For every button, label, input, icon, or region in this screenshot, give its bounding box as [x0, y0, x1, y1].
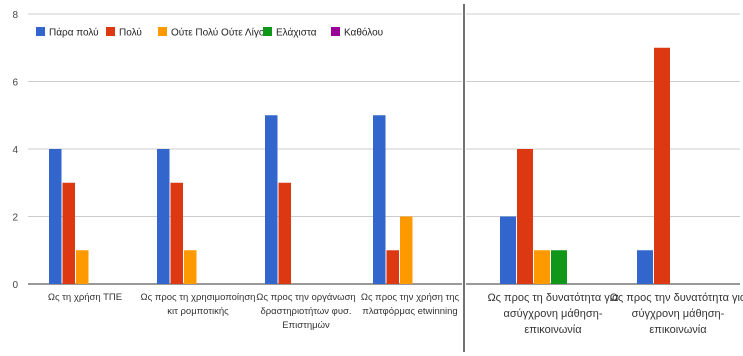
- y-tick-label: 2: [12, 213, 18, 224]
- legend-label: Πολύ: [119, 27, 142, 39]
- x-category-label: Ως προς την οργάνωση: [256, 292, 355, 303]
- y-tick-label: 8: [12, 10, 18, 21]
- legend-swatch: [36, 27, 45, 36]
- x-category-label: πλατφόρμας etwinning: [362, 306, 457, 317]
- x-category-label: Ως προς τη δυνατότητα για: [487, 292, 619, 304]
- bar: [551, 250, 567, 284]
- legend-label: Πάρα πολύ: [49, 27, 99, 39]
- legend-swatch: [158, 27, 167, 36]
- bar: [373, 115, 386, 284]
- bar: [637, 250, 653, 284]
- y-tick-label: 4: [12, 145, 18, 156]
- legend-label: Ελάχιστα: [276, 27, 317, 39]
- bar: [517, 149, 533, 284]
- x-category-label: ασύγχρονη μάθηση-: [504, 308, 603, 320]
- legend-label: Ούτε Πολύ Ούτε Λίγο: [171, 27, 265, 39]
- x-category-label: Ως προς την χρήση της: [361, 292, 460, 303]
- x-category-label: επικοινωνία: [649, 324, 707, 336]
- legend-swatch: [106, 27, 115, 36]
- bar: [386, 250, 399, 284]
- bar: [265, 115, 278, 284]
- bar: [157, 149, 170, 284]
- x-category-label: σύγχρονη μάθηση-: [632, 308, 725, 320]
- bar: [170, 182, 183, 284]
- bar: [49, 149, 62, 284]
- y-tick-label: 0: [12, 280, 18, 291]
- x-category-label: κιτ ρομποτικής: [167, 306, 229, 317]
- x-category-label: Ως προς την δυνατότητα για: [610, 292, 743, 304]
- bar: [62, 182, 75, 284]
- bar: [400, 216, 413, 284]
- bar: [76, 250, 89, 284]
- bar: [500, 216, 516, 284]
- bar: [278, 182, 291, 284]
- x-category-label: δραστηριοτήτων φυσ.: [260, 306, 351, 317]
- legend-swatch: [263, 27, 272, 36]
- legend-label: Καθόλου: [344, 27, 383, 39]
- x-category-label: Ως προς τη χρησιμοποίηση: [141, 292, 256, 303]
- legend-swatch: [331, 27, 340, 36]
- bar: [534, 250, 550, 284]
- x-category-label: επικοινωνία: [524, 324, 582, 336]
- x-category-label: Επιστημών: [282, 320, 330, 331]
- bar: [654, 47, 670, 284]
- y-tick-label: 6: [12, 78, 18, 89]
- x-category-label: Ως τη χρήση ΤΠΕ: [48, 292, 122, 303]
- bar: [184, 250, 197, 284]
